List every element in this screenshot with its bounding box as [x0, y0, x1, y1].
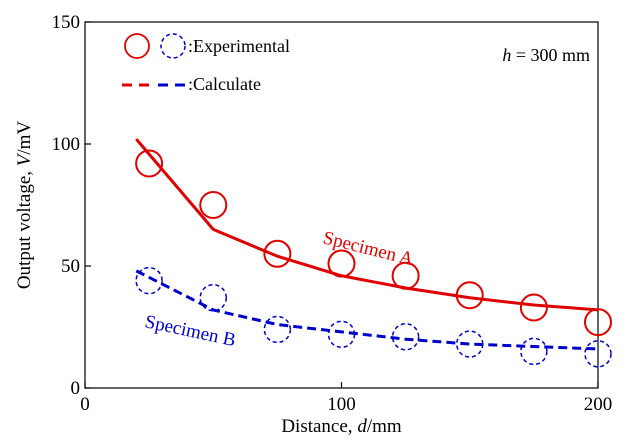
series-label-specimen-a: Specimen A: [321, 227, 416, 270]
legend: :Experimental :Calculate: [122, 33, 290, 94]
x-tick-label: 200: [584, 394, 613, 415]
experimental-point-specimen-b: [520, 337, 548, 366]
experimental-point-specimen-a: [263, 239, 292, 268]
y-tick-label: 50: [61, 256, 80, 277]
legend-experimental-label: :Experimental: [188, 36, 290, 56]
axis-ticks: 0 50 100 150 0 100 200: [52, 12, 613, 415]
legend-experimental-red-marker: [124, 33, 150, 59]
experimental-point-specimen-a: [135, 149, 164, 178]
calculated-line-specimen-a: [135, 138, 599, 312]
x-tick-label: 100: [327, 394, 356, 415]
legend-calculate-label: :Calculate: [188, 74, 261, 94]
experimental-point-specimen-a: [584, 308, 612, 337]
experimental-point-specimen-a: [519, 293, 548, 322]
y-tick-label: 100: [52, 134, 81, 155]
legend-experimental-blue-marker: [160, 33, 186, 59]
height-annotation: h = 300 mm: [502, 45, 590, 65]
experimental-point-specimen-b: [135, 266, 163, 295]
y-axis-label: Output voltage, V/mV: [14, 121, 35, 290]
experimental-point-specimen-b: [584, 340, 612, 368]
x-axis-label: Distance, d/mm: [281, 416, 402, 437]
calculated-lines: [135, 138, 599, 351]
y-tick-label: 150: [52, 12, 81, 33]
experimental-points: [135, 149, 612, 368]
x-tick-label: 0: [80, 394, 90, 415]
experimental-point-specimen-b: [456, 330, 484, 358]
experimental-point-specimen-b: [391, 323, 420, 351]
experimental-point-specimen-a: [391, 261, 420, 290]
experimental-point-specimen-a: [455, 281, 484, 310]
experimental-point-specimen-a: [199, 191, 228, 219]
y-tick-label: 0: [71, 378, 81, 399]
experimental-point-specimen-b: [327, 320, 356, 349]
experimental-point-specimen-b: [263, 315, 292, 344]
experimental-point-specimen-b: [199, 283, 227, 312]
series-label-specimen-b: Specimen B: [143, 311, 238, 351]
experimental-point-specimen-a: [327, 249, 356, 278]
calculated-line-specimen-b: [135, 269, 599, 351]
